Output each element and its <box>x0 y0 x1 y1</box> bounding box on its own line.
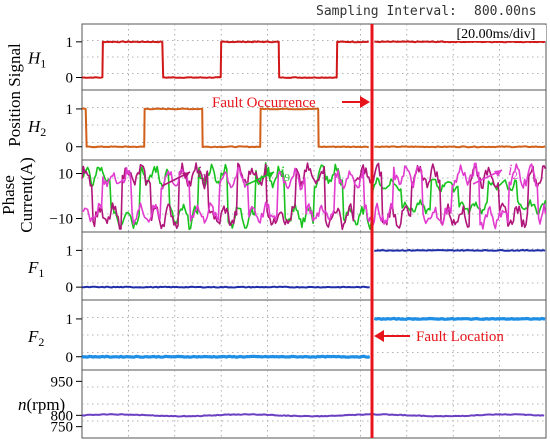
panel-label-f1: F1 <box>27 258 44 280</box>
y-tick-label: 1 <box>66 102 74 118</box>
fault-occurrence-label: Fault Occurrence <box>212 95 316 111</box>
fault-occurrence-arrowhead <box>360 96 370 108</box>
fault-location-label: Fault Location <box>416 329 504 345</box>
series-label-arrowhead <box>266 172 274 179</box>
y-tick-label: 0 <box>66 71 74 87</box>
series-label-i9: i9 <box>280 164 290 184</box>
panel-label-h2: H2 <box>27 117 46 139</box>
phase-current-label-line2: Current(A) <box>17 157 36 233</box>
series-n <box>81 413 545 418</box>
series-h2 <box>81 107 369 149</box>
series-label-arrowhead <box>494 170 502 177</box>
y-tick-label: 950 <box>51 374 74 390</box>
series-h1 <box>82 40 369 79</box>
series-label-i1: i1 <box>197 164 207 184</box>
panel-label-f2: F2 <box>27 327 44 349</box>
series-f1 <box>81 285 370 289</box>
series-i9 <box>81 162 547 231</box>
series-f2 <box>373 316 546 321</box>
series-i1 <box>81 162 547 231</box>
series-f2 <box>81 354 371 359</box>
series-label-i2: i2 <box>508 162 518 182</box>
y-tick-label: 0 <box>66 280 74 296</box>
phase-current-label-line1: Phase <box>0 175 18 215</box>
panel-i: 10 −10 i1 i9 i2 <box>50 159 547 233</box>
panel-f1: 1 0 F1 <box>27 231 547 301</box>
panel-h2: 1 0 H2 <box>27 89 547 161</box>
y-tick-label: 0 <box>66 140 74 156</box>
y-tick-label: 1 <box>66 35 74 51</box>
y-tick-label: 10 <box>58 167 73 183</box>
y-tick-label: 0 <box>66 350 74 366</box>
sampling-interval-value: 800.00ns <box>474 4 537 19</box>
series-f1 <box>374 249 546 252</box>
y-tick-label: 1 <box>66 312 74 328</box>
series-h1 <box>374 40 546 44</box>
timebase-box <box>446 25 546 41</box>
y-tick-label: 800 <box>51 408 74 424</box>
overlay-layer <box>342 24 410 438</box>
fault-location-arrowhead <box>374 330 384 342</box>
y-tick-label: 1 <box>66 243 74 259</box>
series-h2 <box>374 145 546 149</box>
position-signal-label: Position Signal <box>5 43 24 147</box>
series-i2 <box>81 162 547 230</box>
panel-label-h1: H1 <box>27 49 46 71</box>
y-tick-label: 750 <box>51 420 74 436</box>
sampling-interval-label: Sampling Interval: <box>316 4 457 19</box>
panel-label-n: n(rpm) <box>18 395 65 414</box>
timebase-label: [20.00ms/div] <box>457 27 536 42</box>
series-label-arrowhead <box>182 172 190 179</box>
y-tick-label: −10 <box>50 212 73 228</box>
